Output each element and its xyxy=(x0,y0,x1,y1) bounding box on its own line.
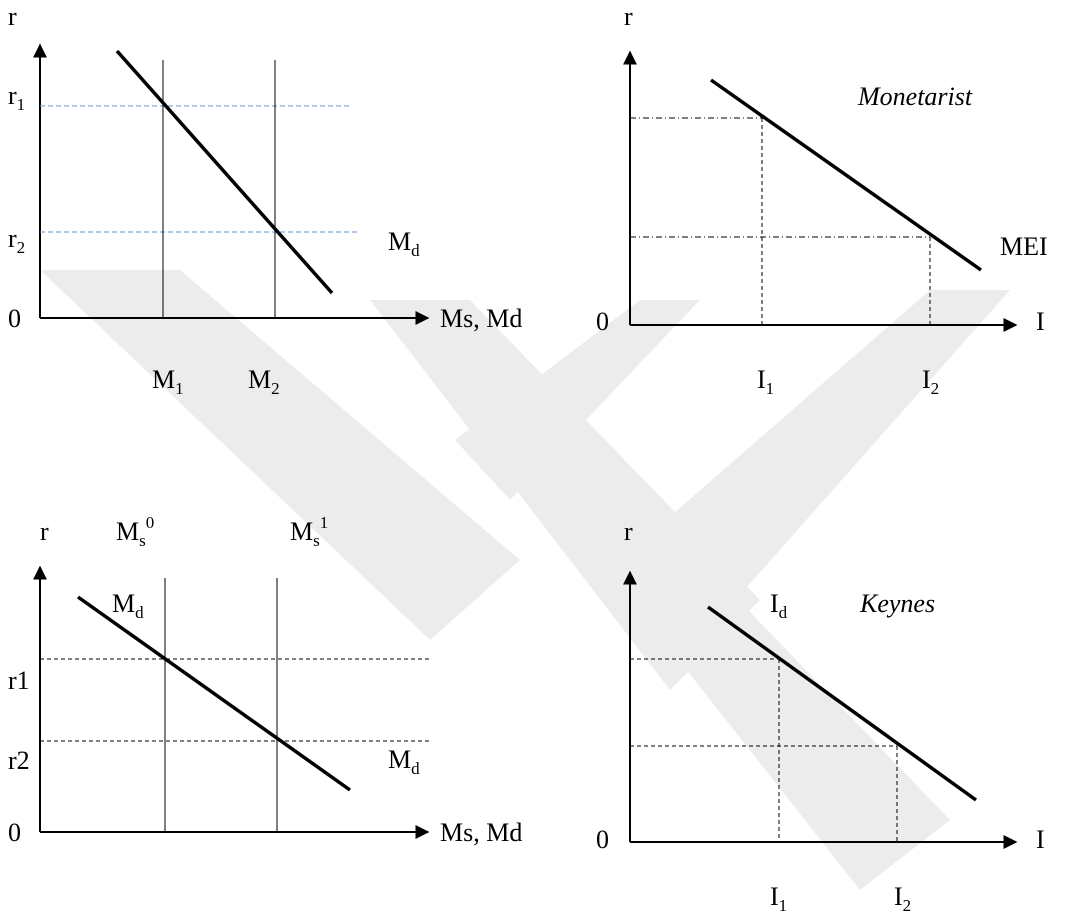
r2-label: r2 xyxy=(8,746,30,775)
i1-label: I1 xyxy=(757,365,774,398)
md-label-bottom: Md xyxy=(388,745,420,778)
panel-title: Monetarist xyxy=(857,82,973,111)
x-axis-label: I xyxy=(1036,825,1045,854)
mei-curve xyxy=(709,78,983,272)
origin-label: 0 xyxy=(596,307,609,336)
panel-top-right: r 0 I Monetarist MEI I1 I2 xyxy=(596,2,1048,398)
panel-bottom-right: r 0 I Id Keynes I1 I2 xyxy=(596,517,1045,915)
x-axis-label: Ms, Md xyxy=(440,818,522,847)
md-label: Md xyxy=(388,227,420,260)
r1-label: r1 xyxy=(8,666,30,695)
ms0-label: Ms0 xyxy=(116,513,154,550)
y-axis-label: r xyxy=(40,517,49,546)
i2-label: I2 xyxy=(922,365,939,398)
ms1-label: Ms1 xyxy=(290,513,328,550)
r1-label: r1 xyxy=(8,81,25,114)
id-label: Id xyxy=(770,589,788,622)
panel-title: Keynes xyxy=(859,589,935,618)
md-label-top: Md xyxy=(112,589,144,622)
y-axis-label: r xyxy=(8,2,17,31)
money-demand-curve xyxy=(76,595,352,792)
m1-label: M1 xyxy=(152,365,184,398)
y-axis-label: r xyxy=(624,2,633,31)
money-demand-curve xyxy=(115,49,334,295)
panel-bottom-left: r 0 Ms, Md Ms0 Ms1 Md Md r1 r2 xyxy=(8,513,522,847)
origin-label: 0 xyxy=(8,304,21,333)
x-axis-label: Ms, Md xyxy=(440,304,522,333)
mei-label: MEI xyxy=(1000,232,1048,261)
x-axis-label: I xyxy=(1036,307,1045,336)
i1-label: I1 xyxy=(770,882,787,915)
origin-label: 0 xyxy=(8,818,21,847)
investment-demand-curve xyxy=(706,605,978,802)
panel-top-left: r 0 Ms, Md r1 r2 Md M1 M2 xyxy=(8,2,522,398)
i2-label: I2 xyxy=(894,882,911,915)
m2-label: M2 xyxy=(248,365,280,398)
y-axis-label: r xyxy=(624,517,633,546)
r2-label: r2 xyxy=(8,224,25,257)
origin-label: 0 xyxy=(596,825,609,854)
